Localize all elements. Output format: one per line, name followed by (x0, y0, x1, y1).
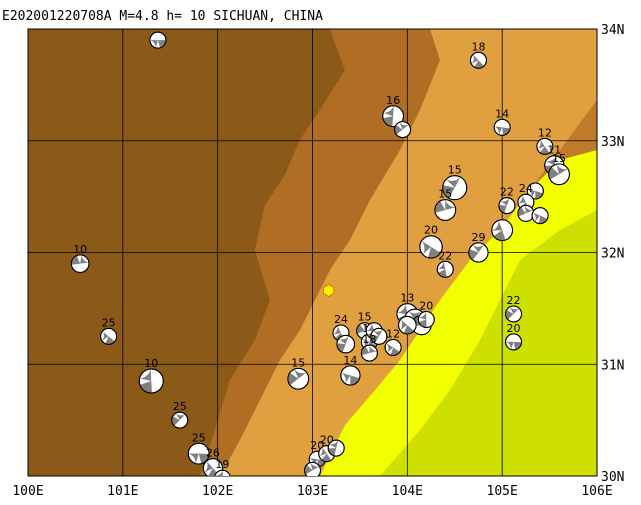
depth-label: 24 (334, 313, 348, 326)
depth-label: 10 (144, 357, 158, 370)
depth-label: 12 (538, 126, 552, 139)
x-tick-label: 100E (12, 484, 43, 499)
focal-mechanism-beachball (336, 334, 355, 354)
focal-mechanism-beachball (327, 439, 345, 457)
depth-label: 19 (215, 458, 229, 471)
x-tick-label: 101E (107, 484, 138, 499)
focal-mechanism-beachball: 22 (436, 249, 454, 278)
focal-mechanism-beachball: 20 (417, 300, 435, 329)
focal-mechanism-beachball: 10 (70, 243, 90, 273)
depth-label: 25 (173, 400, 187, 413)
y-tick-label: 33N (601, 135, 624, 150)
focal-mechanism-beachball (517, 204, 535, 222)
x-tick-label: 103E (297, 484, 328, 499)
depth-label: 15 (358, 311, 372, 324)
depth-label: 14 (495, 107, 509, 120)
depth-label: 12 (386, 327, 400, 340)
depth-label: 18 (471, 40, 485, 53)
map-title: E202001220708A M=4.8 h= 10 SICHUAN, CHIN… (2, 9, 323, 24)
focal-mechanism-beachball (398, 315, 417, 335)
focal-mechanism-beachball: 14 (493, 107, 511, 136)
focal-mechanism-beachball: 15 (287, 356, 310, 390)
focal-mechanism-beachball: 10 (138, 357, 164, 394)
depth-label: 14 (343, 354, 357, 367)
focal-mechanism-beachball: 14 (340, 354, 361, 386)
depth-label: 29 (471, 231, 485, 244)
focal-mechanism-beachball: 20 (505, 322, 523, 351)
depth-label: 22 (507, 294, 521, 307)
focal-mechanism-beachball: 12 (384, 327, 402, 356)
x-tick-label: 105E (487, 484, 518, 499)
focal-mechanism-beachball: 25 (100, 316, 118, 345)
axis-labels: 100E 101E 102E 103E 104E 105E 106E 34N 33N 32N 31N… (12, 23, 624, 499)
depth-label: 15 (438, 188, 452, 201)
depth-label: 20 (424, 224, 438, 237)
focal-mechanism-beachball: 22 (505, 294, 523, 323)
depth-label: 15 (552, 152, 566, 165)
x-tick-label: 106E (581, 484, 612, 499)
depth-label: 26 (206, 447, 220, 460)
depth-label: 13 (400, 292, 414, 305)
focal-mechanism-beachball: 15 (442, 164, 468, 201)
depth-label: 15 (448, 164, 462, 177)
focal-mechanism-beachball: 15 (434, 188, 457, 221)
focal-mechanism-beachball: 12 (536, 126, 554, 155)
focal-mechanism-beachball: 19 (214, 458, 231, 476)
focal-mechanism-beachball (149, 31, 167, 49)
y-tick-label: 30N (601, 470, 624, 485)
depth-label: 15 (291, 356, 305, 369)
depth-label: 20 (419, 300, 433, 313)
focal-mechanism-beachball: 22 (498, 186, 516, 215)
depth-label: 24 (519, 182, 533, 195)
epicenter-hexagon-icon (322, 284, 335, 297)
y-tick-label: 31N (601, 358, 624, 373)
depth-label: 11 (547, 144, 561, 157)
y-tick-label: 32N (601, 247, 624, 262)
epicenter-layer (322, 284, 335, 297)
focal-mechanism-beachball: 20 (419, 224, 443, 259)
focal-mechanism-beachball: 29 (468, 231, 489, 263)
depth-label: 10 (73, 243, 87, 256)
grid-lines (28, 29, 597, 476)
y-tick-label: 34N (601, 23, 624, 38)
depth-label: 22 (500, 186, 514, 199)
depth-label: 22 (438, 249, 452, 262)
focal-mechanisms: 1816141211152422151520222910251025252619… (70, 31, 570, 476)
focal-mechanism-beachball: 15 (548, 152, 570, 186)
depth-label: 25 (102, 316, 116, 329)
depth-label: 16 (386, 94, 400, 107)
focal-mechanism-beachball (526, 182, 544, 200)
focal-mechanism-beachball (491, 219, 514, 242)
depth-label: 20 (507, 322, 521, 335)
sichuan-basin (380, 210, 597, 476)
focal-mechanism-beachball (304, 461, 321, 476)
focal-mechanism-beachball (531, 207, 549, 225)
depth-label: 25 (192, 431, 206, 444)
focal-mechanism-beachball (370, 327, 388, 345)
focal-mechanism-beachball: 25 (187, 431, 210, 465)
focal-mechanism-beachball: 18 (469, 40, 487, 69)
focal-mechanism-beachball: 18 (360, 333, 378, 362)
focal-mechanism-beachball: 25 (171, 400, 189, 429)
depth-label: 18 (362, 333, 376, 346)
x-tick-label: 102E (202, 484, 233, 499)
focal-mechanism-beachball (394, 121, 412, 139)
focal-mechanism-beachball: 16 (382, 94, 405, 128)
x-tick-label: 104E (392, 484, 423, 499)
